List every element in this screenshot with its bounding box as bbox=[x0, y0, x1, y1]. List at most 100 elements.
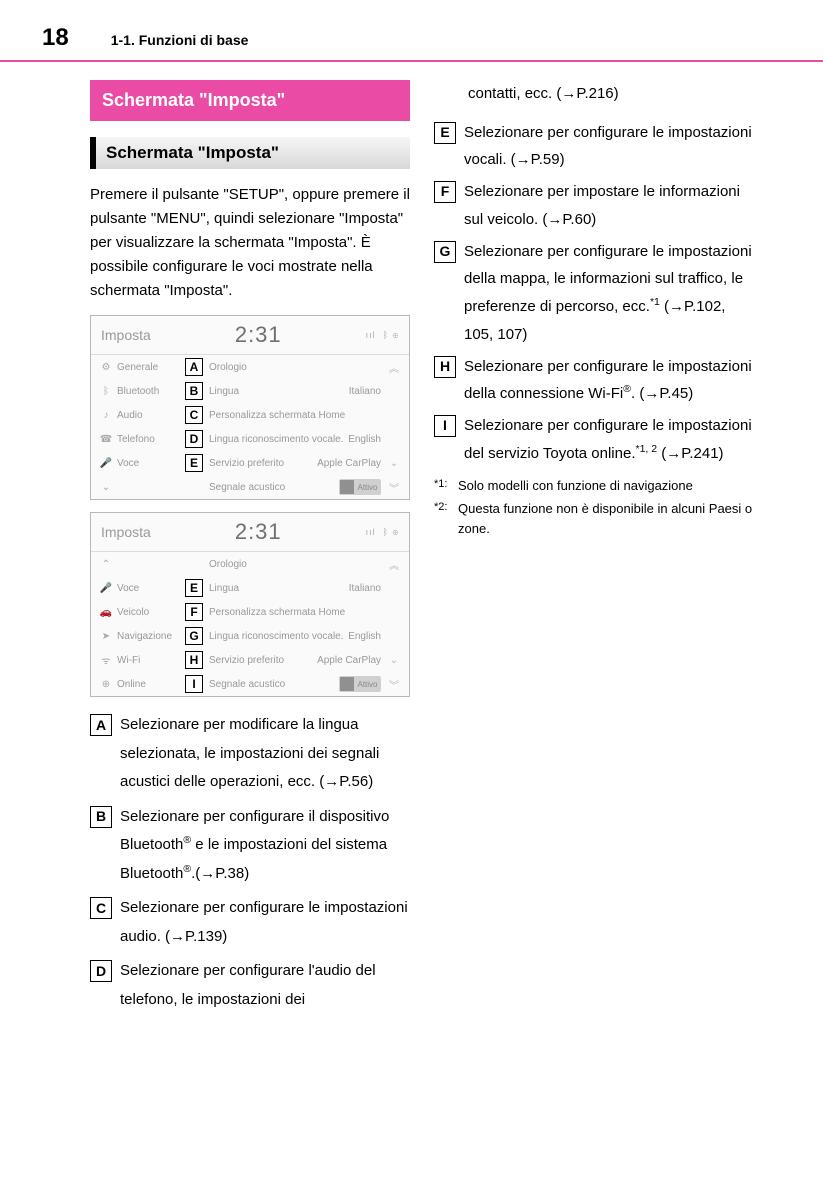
row-value: Apple CarPlay bbox=[317, 655, 381, 666]
callout-item: BSelezionare per configurare il disposit… bbox=[90, 803, 410, 889]
panel-header: Imposta 2:31 ııl ᛒ ⊕ bbox=[91, 513, 409, 552]
callout-item: A Selezionare per modificare la lingua se… bbox=[90, 711, 410, 797]
row-icon: ⚙ bbox=[99, 362, 113, 373]
settings-row: ⌄Segnale acusticoAttivo︾ bbox=[91, 475, 409, 499]
callout-text: Selezionare per configurare l'audio del … bbox=[120, 957, 410, 1014]
callout-marker: G bbox=[434, 241, 456, 263]
chevron-icon: ︾ bbox=[387, 480, 401, 495]
footnote-text: Solo modelli con funzione di navigazione bbox=[458, 476, 693, 496]
callout-text: Selezionare per configurare le impostazi… bbox=[464, 238, 754, 349]
section-label: 1-1. Funzioni di base bbox=[111, 32, 249, 48]
row-menu-label: Bluetooth bbox=[117, 386, 179, 397]
panel-rows: ⌃Orologio︽🎤VoceELinguaItaliano🚗VeicoloFP… bbox=[91, 552, 409, 696]
row-label: Personalizza schermata Home bbox=[209, 410, 387, 421]
callout-marker: I bbox=[434, 415, 456, 437]
row-label: Personalizza schermata Home bbox=[209, 607, 387, 618]
page-header: 18 1-1. Funzioni di base bbox=[0, 0, 823, 62]
sub-heading: Schermata "Imposta" bbox=[90, 137, 410, 169]
row-label: Segnale acustico bbox=[209, 482, 339, 493]
row-label: Lingua bbox=[209, 386, 349, 397]
row-value: Apple CarPlay bbox=[317, 458, 381, 469]
row-icon: 🎤 bbox=[99, 458, 113, 469]
panel-rows: ⚙GeneraleAOrologio︽ᛒBluetoothBLinguaItal… bbox=[91, 355, 409, 499]
callout-d-continuation: contatti, ecc. (→P.216) bbox=[434, 80, 754, 109]
row-menu-label: Wi-Fi bbox=[117, 655, 179, 666]
row-icon: 🚗 bbox=[99, 607, 113, 618]
chevron-icon: ︽ bbox=[387, 360, 401, 375]
callout-text: Selezionare per configurare le impostazi… bbox=[120, 894, 410, 951]
footnote-mark: *2: bbox=[434, 499, 454, 538]
callout-marker: B bbox=[90, 806, 112, 828]
row-marker: C bbox=[185, 406, 203, 424]
chapter-heading: Schermata "Imposta" bbox=[90, 80, 410, 121]
row-label: Lingua riconoscimento vocale. bbox=[209, 434, 348, 445]
row-marker: B bbox=[185, 382, 203, 400]
callout-text: Selezionare per modificare la lingua sel… bbox=[120, 711, 410, 797]
page-number: 18 bbox=[42, 24, 69, 52]
row-menu-label: Navigazione bbox=[117, 631, 179, 642]
toggle-switch: Attivo bbox=[339, 676, 381, 692]
callout-marker: H bbox=[434, 356, 456, 378]
row-menu-label: Veicolo bbox=[117, 607, 179, 618]
row-icon: ➤ bbox=[99, 631, 113, 642]
row-label: Lingua bbox=[209, 583, 349, 594]
row-value: Italiano bbox=[349, 583, 381, 594]
row-marker: G bbox=[185, 627, 203, 645]
chevron-icon: ︾ bbox=[387, 677, 401, 692]
right-column: contatti, ecc. (→P.216) E Selezionare per… bbox=[434, 80, 754, 1020]
settings-row: ☎TelefonoDLingua riconoscimento vocale.E… bbox=[91, 427, 409, 451]
row-value: English bbox=[348, 434, 381, 445]
settings-row: 🚗 Veicolo F Personalizza schermata Home bbox=[91, 600, 409, 624]
row-icon: ♪ bbox=[99, 410, 113, 421]
row-menu-label: Audio bbox=[117, 410, 179, 421]
row-menu-label: Voce bbox=[117, 583, 179, 594]
left-column: Schermata "Imposta" Schermata "Imposta" … bbox=[90, 80, 410, 1020]
row-icon: 🎤 bbox=[99, 583, 113, 594]
callout-text: Selezionare per configurare le impostazi… bbox=[464, 119, 754, 175]
settings-row: ⚙ Generale A Orologio︽ bbox=[91, 355, 409, 379]
row-menu-label: Telefono bbox=[117, 434, 179, 445]
row-value: English bbox=[348, 631, 381, 642]
row-menu-label: Generale bbox=[117, 362, 179, 373]
row-label: Lingua riconoscimento vocale. bbox=[209, 631, 348, 642]
callout-item: G Selezionare per configurare le impostaz… bbox=[434, 238, 754, 349]
callout-marker: E bbox=[434, 122, 456, 144]
callout-marker: C bbox=[90, 897, 112, 919]
panel-title: Imposta bbox=[101, 327, 151, 343]
settings-screenshot-1: Imposta 2:31 ııl ᛒ ⊕ ⚙GeneraleAOrologio︽… bbox=[90, 315, 410, 500]
row-label: Orologio bbox=[209, 362, 387, 373]
settings-row: ⌃Orologio︽ bbox=[91, 552, 409, 576]
callout-item: HSelezionare per configurare le impostaz… bbox=[434, 353, 754, 409]
settings-row: ᯤ Wi-Fi H Servizio preferitoApple CarPlay ⌄ bbox=[91, 648, 409, 672]
panel-clock: 2:31 bbox=[235, 519, 282, 545]
row-marker: E bbox=[185, 454, 203, 472]
chevron-icon: ⌄ bbox=[387, 655, 401, 666]
row-label: Orologio bbox=[209, 559, 387, 570]
callout-item: I Selezionare per configurare le impostaz… bbox=[434, 412, 754, 468]
row-label: Servizio preferito bbox=[209, 458, 317, 469]
callout-item: F Selezionare per impostare le informazio… bbox=[434, 178, 754, 234]
row-marker: F bbox=[185, 603, 203, 621]
settings-screenshot-2: Imposta 2:31 ııl ᛒ ⊕ ⌃Orologio︽🎤VoceELin… bbox=[90, 512, 410, 697]
callout-text: Selezionare per configurare le impostazi… bbox=[464, 412, 754, 468]
settings-row: 🎤VoceEServizio preferitoApple CarPlay⌄ bbox=[91, 451, 409, 475]
row-icon: ☎ bbox=[99, 434, 113, 445]
footnotes: *1:Solo modelli con funzione di navigazi… bbox=[434, 476, 754, 539]
panel-clock: 2:31 bbox=[235, 322, 282, 348]
row-icon: ᯤ bbox=[99, 653, 113, 667]
callout-list-left: A Selezionare per modificare la lingua se… bbox=[90, 711, 410, 1014]
callout-text: Selezionare per impostare le informazion… bbox=[464, 178, 754, 234]
row-icon: ᛒ bbox=[99, 386, 113, 397]
status-icons: ııl ᛒ ⊕ bbox=[366, 527, 399, 537]
row-menu-label: Online bbox=[117, 679, 179, 690]
callout-marker: A bbox=[90, 714, 112, 736]
content-area: Schermata "Imposta" Schermata "Imposta" … bbox=[0, 62, 823, 1020]
row-icon: ⊕ bbox=[99, 679, 113, 690]
row-label: Segnale acustico bbox=[209, 679, 339, 690]
row-icon: ⌃ bbox=[99, 559, 113, 570]
callout-list-right: E Selezionare per configurare le impostaz… bbox=[434, 119, 754, 468]
row-marker: A bbox=[185, 358, 203, 376]
callout-marker: F bbox=[434, 181, 456, 203]
row-label: Servizio preferito bbox=[209, 655, 317, 666]
row-marker: H bbox=[185, 651, 203, 669]
